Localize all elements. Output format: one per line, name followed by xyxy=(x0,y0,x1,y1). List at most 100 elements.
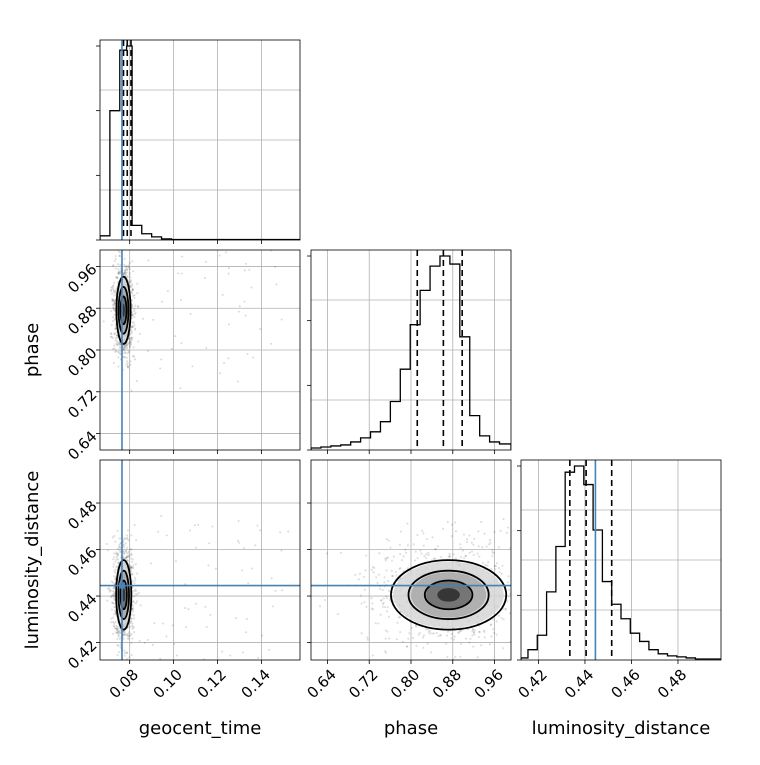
sample-point xyxy=(127,631,131,634)
sample-point xyxy=(491,551,494,554)
sample-point xyxy=(123,651,127,655)
sample-point xyxy=(133,576,137,580)
sample-point xyxy=(128,554,131,557)
sample-point xyxy=(128,564,131,567)
contour-line xyxy=(390,559,508,631)
sample-point xyxy=(406,567,409,570)
sample-point xyxy=(379,599,383,602)
sample-point xyxy=(458,631,461,634)
sample-point xyxy=(110,298,114,301)
sample-point xyxy=(113,281,116,284)
sample-point xyxy=(129,336,132,339)
sample-point xyxy=(459,555,463,559)
sample-point xyxy=(366,638,369,641)
sample-point xyxy=(122,346,125,350)
contour-line xyxy=(423,579,474,611)
sample-point-outlier xyxy=(270,342,273,345)
sample-point-outlier xyxy=(237,519,240,522)
panel-frame xyxy=(99,39,301,241)
sample-point xyxy=(401,640,405,643)
sample-point xyxy=(131,288,134,291)
sample-point xyxy=(113,308,116,311)
sample-point xyxy=(126,276,129,279)
sample-point-outlier xyxy=(486,564,489,567)
sample-point xyxy=(128,626,132,629)
sample-point-outlier xyxy=(406,645,409,648)
sample-point-outlier xyxy=(243,300,246,303)
sample-point-outlier xyxy=(170,347,173,350)
sample-point-outlier xyxy=(274,589,277,592)
sample-point xyxy=(370,607,373,610)
sample-point xyxy=(546,576,548,578)
sample-point xyxy=(445,634,449,637)
sample-point-outlier xyxy=(214,567,217,570)
sample-point xyxy=(133,315,136,319)
sample-point xyxy=(115,555,119,559)
sample-point xyxy=(113,259,116,263)
sample-point-outlier xyxy=(152,318,155,321)
sample-point xyxy=(113,582,117,586)
sample-point xyxy=(117,250,121,253)
panel-frame xyxy=(520,459,722,661)
sample-point xyxy=(132,631,136,634)
sample-point xyxy=(366,636,369,639)
y-axis-label-phase: phase xyxy=(22,323,43,377)
sample-point xyxy=(124,556,127,560)
sample-point xyxy=(458,629,462,632)
sample-point-outlier xyxy=(517,629,519,631)
x-tick-label: 0.14 xyxy=(238,666,274,702)
sample-point-outlier xyxy=(180,299,183,302)
sample-point-outlier xyxy=(159,657,162,660)
sample-point xyxy=(117,552,120,555)
sample-point xyxy=(387,589,390,592)
sample-point xyxy=(127,349,130,352)
sample-point xyxy=(110,580,113,583)
sample-point xyxy=(124,557,128,560)
sample-point xyxy=(371,608,375,611)
sample-point xyxy=(395,638,398,641)
sample-point xyxy=(133,328,137,331)
sample-point xyxy=(131,572,134,575)
sample-point xyxy=(124,549,127,552)
sample-point xyxy=(379,613,382,616)
sample-point xyxy=(380,599,383,602)
sample-point xyxy=(122,632,125,635)
sample-point xyxy=(111,590,115,593)
sample-point xyxy=(111,632,115,635)
sample-point xyxy=(129,346,132,349)
sample-point-outlier xyxy=(133,358,136,361)
sample-point-outlier xyxy=(225,251,228,254)
sample-point xyxy=(133,614,136,617)
sample-point xyxy=(132,617,135,620)
y-tick-label: 0.46 xyxy=(64,543,100,579)
sample-point xyxy=(114,327,118,331)
sample-point xyxy=(445,642,448,645)
sample-point xyxy=(137,305,140,309)
sample-point xyxy=(489,541,492,544)
sample-point xyxy=(509,546,511,549)
sample-point-outlier xyxy=(406,522,409,525)
sample-point xyxy=(473,628,476,632)
sample-point xyxy=(398,567,401,570)
sample-point-outlier xyxy=(138,332,141,335)
sample-point xyxy=(119,550,122,554)
sample-point xyxy=(124,537,127,540)
sample-point xyxy=(133,308,136,311)
y-tick-label: 0.72 xyxy=(64,386,100,422)
sample-point xyxy=(123,356,126,359)
sample-point xyxy=(109,335,112,339)
sample-point xyxy=(357,578,360,581)
sample-point xyxy=(131,325,135,328)
sample-point xyxy=(492,552,495,555)
sample-point xyxy=(533,594,535,596)
sample-point xyxy=(111,536,115,539)
sample-point xyxy=(454,655,457,659)
sample-point xyxy=(117,635,120,638)
sample-point-outlier xyxy=(448,555,451,558)
sample-point xyxy=(126,536,129,539)
sample-point xyxy=(472,631,476,635)
sample-point xyxy=(477,545,480,548)
sample-point-outlier xyxy=(524,591,526,593)
sample-point xyxy=(106,587,110,591)
